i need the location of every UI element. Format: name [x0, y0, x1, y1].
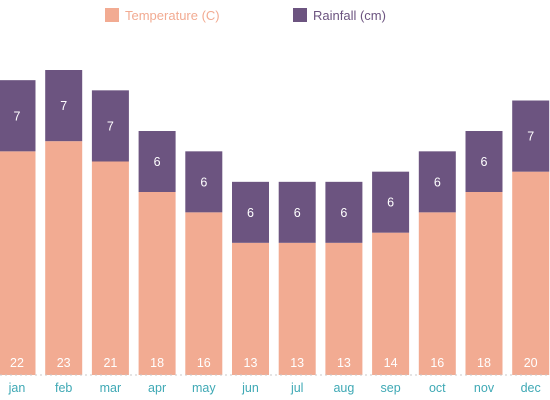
bar-group-apr[interactable]: 6 18 [138, 131, 176, 375]
bar-group-sep[interactable]: 6 14 [372, 171, 410, 375]
data-label-rainfall-feb: 7 [60, 99, 67, 113]
bar-group-oct[interactable]: 6 16 [418, 151, 456, 375]
bar-group-jul[interactable]: 6 13 [278, 181, 316, 375]
bar-rainfall-feb[interactable] [45, 70, 83, 142]
data-label-temperature-oct: 16 [430, 356, 444, 370]
bar-temperature-may[interactable] [185, 212, 223, 375]
data-label-rainfall-may: 6 [200, 175, 207, 189]
x-tick-label-apr: apr [148, 381, 166, 395]
bar-rainfall-apr[interactable] [138, 131, 176, 192]
x-tick-label-dec: dec [521, 381, 541, 395]
data-label-rainfall-sep: 6 [387, 196, 394, 210]
bar-group-mar[interactable]: 7 21 [91, 90, 129, 376]
data-label-temperature-apr: 18 [150, 356, 164, 370]
bar-rainfall-mar[interactable] [91, 90, 129, 162]
bar-group-aug[interactable]: 6 13 [325, 181, 363, 375]
bar-group-may[interactable]: 6 16 [185, 151, 223, 375]
x-tick-label-aug: aug [333, 381, 354, 395]
data-label-temperature-jul: 13 [290, 356, 304, 370]
data-label-temperature-jan: 22 [10, 356, 24, 370]
x-tick-label-jul: jul [290, 381, 304, 395]
bar-rainfall-nov[interactable] [465, 131, 503, 192]
data-label-rainfall-nov: 6 [481, 155, 488, 169]
data-label-rainfall-mar: 7 [107, 119, 114, 133]
x-tick-label-may: may [192, 381, 216, 395]
bar-rainfall-aug[interactable] [325, 181, 363, 243]
bar-temperature-jul[interactable] [278, 242, 316, 375]
bar-temperature-sep[interactable] [372, 232, 410, 375]
x-tick-label-nov: nov [474, 381, 495, 395]
bar-rainfall-oct[interactable] [418, 151, 456, 213]
data-label-temperature-feb: 23 [57, 356, 71, 370]
data-label-temperature-jun: 13 [244, 356, 258, 370]
legend: Temperature (C) Rainfall (cm) [105, 8, 386, 23]
bar-rainfall-may[interactable] [185, 151, 223, 213]
data-label-temperature-sep: 14 [384, 356, 398, 370]
data-label-rainfall-dec: 7 [527, 130, 534, 144]
bar-rainfall-jun[interactable] [232, 181, 269, 243]
legend-swatch-rainfall [293, 8, 307, 22]
x-tick-label-oct: oct [429, 381, 446, 395]
bar-temperature-feb[interactable] [45, 141, 83, 375]
x-tick-label-sep: sep [381, 381, 401, 395]
data-label-rainfall-jun: 6 [247, 206, 254, 220]
bar-group-jun[interactable]: 6 13 [232, 181, 269, 375]
data-label-temperature-dec: 20 [524, 356, 538, 370]
legend-item-rainfall[interactable]: Rainfall (cm) [293, 8, 386, 23]
bar-rainfall-jul[interactable] [278, 181, 316, 243]
bar-temperature-apr[interactable] [138, 192, 176, 375]
data-label-temperature-mar: 21 [103, 356, 117, 370]
data-label-rainfall-aug: 6 [340, 206, 347, 220]
bar-temperature-nov[interactable] [465, 192, 503, 375]
legend-label-rainfall: Rainfall (cm) [313, 8, 386, 23]
bar-rainfall-jan[interactable] [0, 80, 36, 152]
x-axis-ticks: jan feb mar apr may jun jul aug sep oct nov dec [8, 381, 541, 395]
x-tick-label-jan: jan [8, 381, 26, 395]
bar-group-nov[interactable]: 6 18 [465, 131, 503, 375]
bar-rainfall-sep[interactable] [372, 171, 410, 233]
plot-area: 7 22 7 23 7 21 6 18 6 16 6 13 6 13 6 13 6 14 6 16 6 18 7 20 [0, 70, 550, 376]
legend-item-temperature[interactable]: Temperature (C) [105, 8, 220, 23]
data-label-temperature-nov: 18 [477, 356, 491, 370]
bar-rainfall-dec[interactable] [512, 100, 550, 172]
data-label-rainfall-jan: 7 [14, 109, 21, 123]
bar-group-jan[interactable]: 7 22 [0, 80, 36, 375]
bar-group-feb[interactable]: 7 23 [45, 70, 83, 375]
x-tick-label-mar: mar [100, 381, 122, 395]
data-label-rainfall-apr: 6 [154, 155, 161, 169]
legend-label-temperature: Temperature (C) [125, 8, 220, 23]
bar-temperature-jun[interactable] [232, 242, 269, 375]
bar-temperature-jan[interactable] [0, 151, 36, 375]
legend-swatch-temperature [105, 8, 119, 22]
bar-temperature-aug[interactable] [325, 242, 363, 375]
data-label-temperature-aug: 13 [337, 356, 351, 370]
data-label-temperature-may: 16 [197, 356, 211, 370]
x-tick-label-feb: feb [55, 381, 72, 395]
data-label-rainfall-oct: 6 [434, 175, 441, 189]
bar-temperature-mar[interactable] [91, 161, 129, 376]
data-label-rainfall-jul: 6 [294, 206, 301, 220]
x-tick-label-jun: jun [241, 381, 259, 395]
bar-temperature-oct[interactable] [418, 212, 456, 375]
bar-temperature-dec[interactable] [512, 171, 550, 375]
bar-group-dec[interactable]: 7 20 [512, 100, 550, 376]
